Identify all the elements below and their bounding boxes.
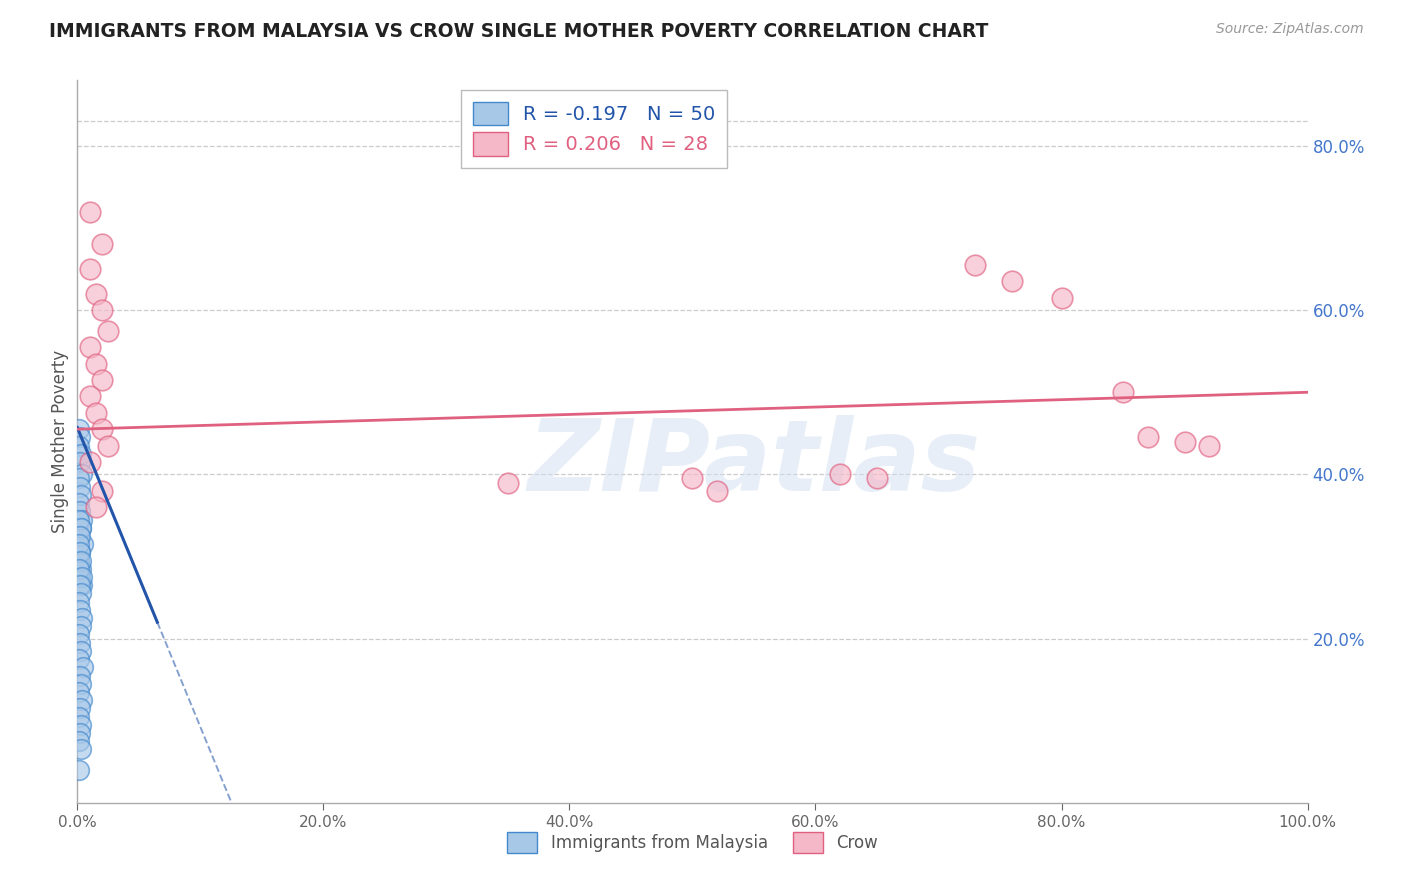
Point — [79, 262, 101, 277]
Point — [97, 439, 120, 453]
Point — [866, 471, 889, 485]
Point — [69, 545, 91, 559]
Point — [70, 644, 93, 658]
Point — [70, 570, 93, 584]
Point — [69, 570, 91, 584]
Point — [67, 537, 90, 551]
Point — [70, 578, 93, 592]
Point — [706, 483, 728, 498]
Point — [67, 734, 90, 748]
Point — [84, 286, 107, 301]
Point — [1136, 430, 1159, 444]
Text: Source: ZipAtlas.com: Source: ZipAtlas.com — [1216, 22, 1364, 37]
Point — [69, 545, 91, 559]
Point — [70, 467, 93, 482]
Point — [90, 483, 114, 498]
Point — [67, 529, 90, 543]
Point — [965, 258, 987, 272]
Point — [69, 504, 91, 518]
Point — [70, 553, 93, 567]
Point — [84, 406, 107, 420]
Text: ZIPatlas: ZIPatlas — [527, 415, 980, 512]
Point — [70, 512, 93, 526]
Point — [84, 357, 107, 371]
Point — [90, 373, 114, 387]
Point — [70, 693, 93, 707]
Point — [70, 521, 93, 535]
Point — [97, 324, 120, 338]
Point — [1174, 434, 1197, 449]
Point — [1198, 439, 1220, 453]
Point — [67, 439, 90, 453]
Point — [67, 512, 90, 526]
Point — [67, 763, 90, 777]
Point — [70, 562, 93, 576]
Point — [67, 562, 90, 576]
Point — [84, 500, 107, 515]
Point — [67, 709, 90, 723]
Point — [70, 586, 93, 600]
Point — [69, 603, 91, 617]
Point — [67, 627, 90, 641]
Point — [682, 471, 704, 485]
Point — [67, 685, 90, 699]
Point — [69, 636, 91, 650]
Point — [79, 455, 101, 469]
Point — [90, 237, 114, 252]
Point — [70, 619, 93, 633]
Point — [72, 537, 94, 551]
Point — [69, 529, 91, 543]
Point — [79, 204, 101, 219]
Point — [67, 422, 90, 436]
Legend: Immigrants from Malaysia, Crow: Immigrants from Malaysia, Crow — [501, 826, 884, 860]
Point — [79, 389, 101, 403]
Point — [1112, 385, 1135, 400]
Point — [496, 475, 519, 490]
Point — [69, 578, 91, 592]
Point — [69, 455, 91, 469]
Point — [69, 480, 91, 494]
Point — [69, 430, 91, 444]
Point — [70, 521, 93, 535]
Text: IMMIGRANTS FROM MALAYSIA VS CROW SINGLE MOTHER POVERTY CORRELATION CHART: IMMIGRANTS FROM MALAYSIA VS CROW SINGLE … — [49, 22, 988, 41]
Point — [70, 488, 93, 502]
Point — [70, 611, 93, 625]
Point — [67, 553, 90, 567]
Point — [79, 340, 101, 354]
Point — [70, 677, 93, 691]
Point — [69, 726, 91, 740]
Point — [90, 422, 114, 436]
Point — [69, 668, 91, 682]
Point — [67, 496, 90, 510]
Point — [830, 467, 852, 482]
Y-axis label: Single Mother Poverty: Single Mother Poverty — [51, 350, 69, 533]
Point — [1050, 291, 1073, 305]
Point — [70, 447, 93, 461]
Point — [67, 652, 90, 666]
Point — [67, 471, 90, 485]
Point — [70, 718, 93, 732]
Point — [90, 303, 114, 318]
Point — [1001, 275, 1024, 289]
Point — [67, 594, 90, 608]
Point — [70, 742, 93, 756]
Point — [69, 701, 91, 715]
Point — [72, 660, 94, 674]
